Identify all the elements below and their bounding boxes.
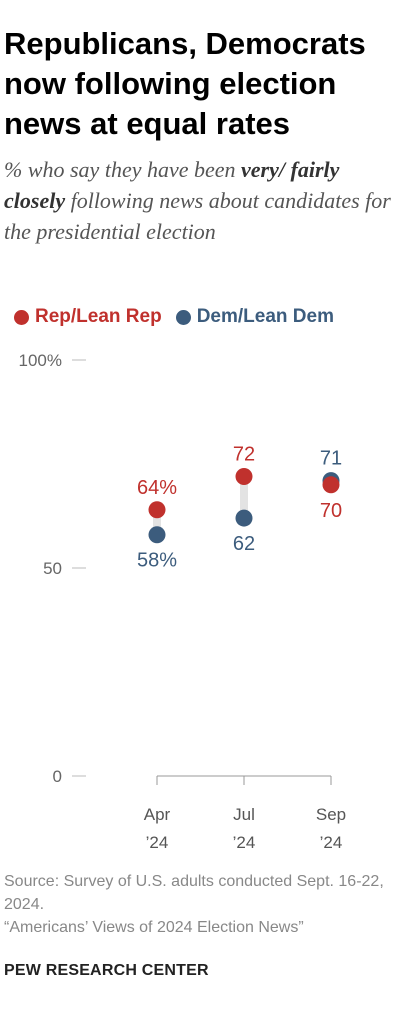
x-tick-year-0: ’24: [146, 833, 169, 852]
dot-rep-1: [235, 467, 253, 485]
subtitle-emphasis: very/ fairly closely: [4, 157, 340, 213]
dot-dem-1: [235, 509, 253, 527]
source-note: Source: Survey of U.S. adults conducted …: [4, 873, 384, 913]
x-tick-year-2: ’24: [320, 833, 343, 852]
legend-dot-rep: [14, 309, 29, 325]
y-tick-label-1: 50: [43, 559, 62, 578]
brand-logo-text: PEW RESEARCH CENTER: [4, 962, 209, 979]
value-label-dem-1: 62: [233, 533, 255, 555]
chart-title: Republicans, Democrats now following ele…: [4, 26, 366, 141]
chart-legend: Rep/Lean Rep Dem/Lean Dem: [14, 306, 348, 328]
value-label-rep-0: 64%: [137, 477, 177, 499]
legend-label-dem: Dem/Lean Dem: [196, 306, 334, 327]
report-note: “Americans’ Views of 2024 Election News”: [4, 919, 304, 936]
legend-item-dem: Dem/Lean Dem: [175, 306, 334, 328]
dot-rep-2: [322, 476, 340, 494]
legend-item-rep: Rep/Lean Rep: [14, 306, 162, 328]
y-tick-label-2: 0: [53, 767, 62, 786]
chart-notes: Source: Survey of U.S. adults conducted …: [4, 870, 396, 939]
legend-label-rep: Rep/Lean Rep: [35, 306, 162, 327]
value-label-dem-2: 71: [320, 448, 342, 470]
subtitle-text-2: following news about candidates for the …: [4, 188, 391, 244]
x-tick-year-1: ’24: [233, 833, 256, 852]
subtitle-text-1: % who say they have been: [4, 157, 242, 182]
dot-rep-0: [148, 501, 166, 519]
x-tick-label-0: Apr: [144, 805, 171, 824]
y-tick-label-0: 100%: [19, 351, 62, 370]
value-label-dem-0: 58%: [137, 550, 177, 572]
x-tick-label-2: Sep: [316, 805, 346, 824]
chart-subtitle: % who say they have been very/ fairly cl…: [4, 154, 400, 247]
x-tick-label-1: Jul: [233, 805, 255, 824]
dot-plot-chart: 100% 50 0 Apr ’24 Jul ’24 Sep ’24 64% 58% 72 62 71 70: [19, 351, 347, 852]
legend-dot-dem: [175, 309, 191, 325]
value-label-rep-1: 72: [233, 443, 255, 465]
dot-dem-0: [148, 526, 166, 544]
value-label-rep-2: 70: [320, 500, 342, 522]
